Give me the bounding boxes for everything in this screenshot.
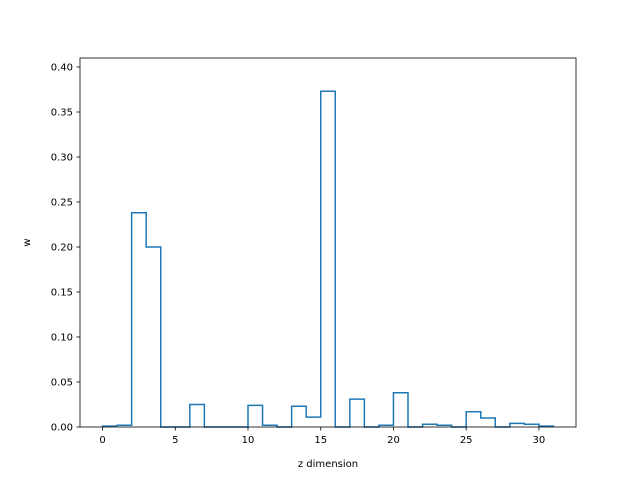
y-tick-label: 0.10 — [51, 333, 73, 344]
x-axis-label: z dimension — [298, 459, 358, 470]
y-tick-label: 0.25 — [51, 198, 73, 209]
x-axis-ticks: 0 5 10 15 20 25 30 — [99, 427, 545, 446]
y-tick-label: 0.30 — [51, 153, 73, 164]
y-tick-label: 0.05 — [51, 378, 73, 389]
x-tick-label: 10 — [242, 435, 255, 446]
y-tick-label: 0.15 — [51, 288, 73, 299]
x-tick-label: 25 — [460, 435, 473, 446]
y-tick-label: 0.40 — [51, 63, 73, 74]
x-tick-label: 0 — [99, 435, 105, 446]
axes-frame — [79, 57, 577, 428]
y-tick-label: 0.20 — [51, 243, 73, 254]
x-tick-label: 5 — [172, 435, 178, 446]
y-axis-label: w — [22, 238, 33, 246]
x-tick-label: 20 — [387, 435, 400, 446]
y-axis-ticks: 0.00 0.05 0.10 0.15 0.20 0.25 0.30 0.35 0.40 — [51, 63, 80, 434]
y-tick-label: 0.35 — [51, 108, 73, 119]
x-tick-label: 30 — [533, 435, 546, 446]
y-tick-label: 0.00 — [51, 423, 73, 434]
x-tick-label: 15 — [314, 435, 327, 446]
